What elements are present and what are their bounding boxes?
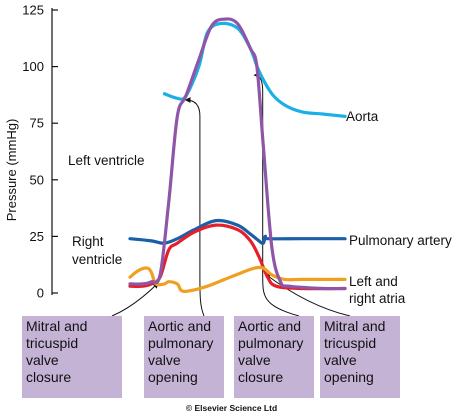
series-line-left-ventricle bbox=[128, 17, 347, 291]
event-box-line: pulmonary bbox=[238, 335, 304, 351]
y-tick-label: 25 bbox=[30, 229, 44, 244]
event-box-mitral-and-tricuspid-valve-opening: Mitral and tricuspid valve opening bbox=[320, 316, 400, 398]
event-box-line: pulmonary bbox=[148, 335, 214, 351]
label-aorta: Aorta bbox=[346, 109, 379, 124]
event-arrow bbox=[184, 97, 205, 317]
label-pulmonary-artery: Pulmonary artery bbox=[349, 233, 452, 248]
event-box-aortic-and-pulmonary-valve-closure: Aortic and pulmonary valve closure bbox=[234, 316, 314, 398]
event-box-line: Aortic and bbox=[238, 318, 302, 334]
label-atria-line1: Left and bbox=[349, 274, 398, 289]
event-arrow bbox=[264, 273, 351, 317]
event-box-line: tricuspid bbox=[324, 335, 377, 351]
copyright-notice: © Elsevier Science Ltd bbox=[185, 403, 278, 413]
label-right-ventricle-line1: Right bbox=[72, 234, 104, 249]
y-axis-title: Pressure (mmHg) bbox=[4, 119, 19, 222]
event-box-line: valve bbox=[148, 352, 181, 368]
y-tick-label: 50 bbox=[30, 172, 44, 187]
event-arrow bbox=[111, 282, 159, 317]
y-tick-label: 100 bbox=[22, 59, 44, 74]
label-right-ventricle-line2: ventricle bbox=[72, 252, 122, 267]
event-box-line: closure bbox=[238, 369, 284, 385]
event-box-aortic-and-pulmonary-valve-opening: Aortic and pulmonary valve opening bbox=[144, 316, 224, 398]
event-box-line: valve bbox=[26, 352, 59, 368]
y-tick-label: 0 bbox=[37, 286, 44, 301]
series-line-left-and-right-atria bbox=[128, 265, 347, 294]
event-box-mitral-and-tricuspid-valve-closure: Mitral and tricuspid valve closure bbox=[22, 316, 122, 398]
y-tick-label: 75 bbox=[30, 116, 44, 131]
event-box-line: Mitral and bbox=[324, 318, 386, 334]
label-atria-line2: right atria bbox=[349, 291, 406, 306]
series-line-pulmonary-artery bbox=[128, 218, 347, 245]
series-line-aorta bbox=[162, 21, 347, 118]
label-left-ventricle: Left ventricle bbox=[68, 153, 145, 168]
event-box-line: Aortic and bbox=[148, 318, 212, 334]
event-box-line: Mitral and bbox=[26, 318, 88, 334]
y-tick-label: 125 bbox=[22, 3, 44, 18]
event-box-line: tricuspid bbox=[26, 335, 79, 351]
event-box-line: opening bbox=[324, 369, 374, 385]
event-box-line: closure bbox=[26, 369, 72, 385]
event-box-line: valve bbox=[324, 352, 357, 368]
event-box-line: opening bbox=[148, 369, 198, 385]
event-box-line: valve bbox=[238, 352, 271, 368]
